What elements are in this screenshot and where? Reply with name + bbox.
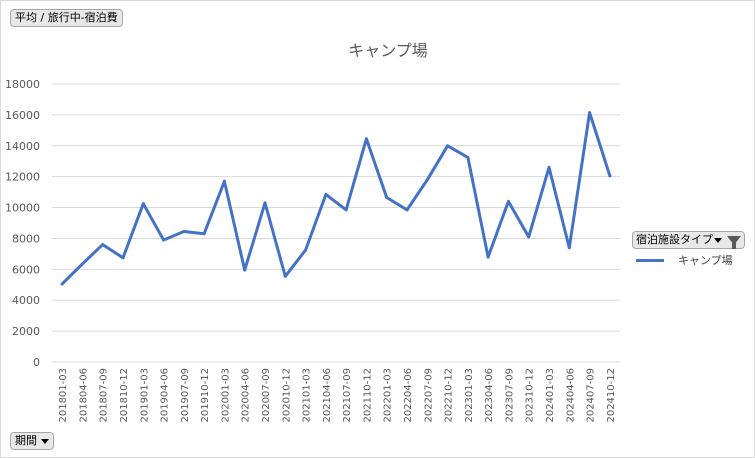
series-layer [60, 111, 612, 286]
x-tick-label: 202201-03 [383, 368, 394, 423]
x-tick-label: 202310-12 [525, 368, 536, 423]
x-tick-label: 202404-06 [565, 368, 576, 423]
data-point [405, 208, 409, 212]
data-point [60, 282, 64, 286]
data-point [506, 199, 510, 203]
data-point [182, 229, 186, 233]
x-tick-label: 202204-06 [403, 368, 414, 423]
y-tick-label: 10000 [5, 202, 40, 215]
data-point [80, 262, 84, 266]
x-tick-label: 201807-09 [99, 368, 110, 423]
measure-field-label: 平均 / 旅行中-宿泊費 [15, 11, 118, 24]
data-point [121, 256, 125, 260]
x-tick-label: 202007-09 [261, 368, 272, 423]
x-tick-label: 202101-03 [302, 368, 313, 423]
legend-line-swatch [636, 258, 664, 262]
x-axis-ticks: 201801-03 201804-06 201807-09 201810-12 2019… [58, 368, 617, 423]
data-point [101, 243, 105, 247]
x-tick-label: 201910-12 [200, 368, 211, 423]
x-tick-label: 202301-03 [464, 368, 475, 423]
data-point [608, 174, 612, 178]
legend-series-label: キャンプ場 [678, 254, 733, 267]
x-tick-label: 201907-09 [180, 368, 191, 423]
dropdown-arrow-icon [41, 438, 49, 444]
x-tick-label: 202304-06 [484, 368, 495, 423]
x-tick-label: 201901-03 [139, 368, 150, 423]
x-tick-label: 202407-09 [586, 368, 597, 423]
series-line [60, 111, 612, 286]
data-point [141, 202, 145, 206]
x-tick-label: 201810-12 [119, 368, 130, 423]
data-point [304, 248, 308, 252]
data-point [547, 165, 551, 169]
x-tick-label: 201804-06 [78, 368, 89, 423]
x-tick-label: 201904-06 [160, 368, 171, 423]
data-point [364, 137, 368, 141]
x-tick-label: 202104-06 [322, 368, 333, 423]
data-point [527, 235, 531, 239]
y-axis-ticks: 0 2000 4000 6000 8000 10000 12000 14000 16000 180… [5, 78, 40, 369]
dropdown-arrow-icon [714, 237, 722, 243]
data-point [162, 238, 166, 242]
y-tick-label: 16000 [5, 109, 40, 122]
data-point [446, 144, 450, 148]
y-tick-label: 0 [33, 356, 40, 369]
data-point [263, 201, 267, 205]
y-tick-label: 18000 [5, 78, 40, 91]
measure-field-button[interactable]: 平均 / 旅行中-宿泊費 [10, 9, 123, 27]
x-tick-label: 202307-09 [504, 368, 515, 423]
data-point [283, 274, 287, 278]
x-tick-label: 202107-09 [342, 368, 353, 423]
x-tick-label: 202001-03 [220, 368, 231, 423]
y-tick-label: 12000 [5, 171, 40, 184]
data-point [324, 192, 328, 196]
legend-field-button[interactable]: 宿泊施設タイプ [632, 231, 745, 249]
y-tick-label: 14000 [5, 140, 40, 153]
data-point [567, 246, 571, 250]
data-point [486, 255, 490, 259]
y-tick-label: 6000 [12, 263, 40, 276]
x-tick-label: 202004-06 [241, 368, 252, 423]
x-tick-label: 202207-09 [423, 368, 434, 423]
x-tick-label: 201801-03 [58, 368, 69, 423]
legend-field-label: 宿泊施設タイプ [636, 233, 713, 246]
data-point [202, 232, 206, 236]
y-tick-label: 8000 [12, 232, 40, 245]
filter-icon [727, 235, 741, 249]
data-point [385, 196, 389, 200]
data-point [243, 268, 247, 272]
data-point [222, 179, 226, 183]
data-point [425, 178, 429, 182]
period-field-button[interactable]: 期間 [10, 432, 54, 450]
x-tick-label: 202210-12 [444, 368, 455, 423]
data-point [344, 208, 348, 212]
x-tick-label: 202401-03 [545, 368, 556, 423]
data-point [466, 155, 470, 159]
legend-entry: キャンプ場 [636, 252, 733, 268]
x-tick-label: 202010-12 [281, 368, 292, 423]
x-tick-label: 202410-12 [606, 368, 617, 423]
x-tick-label: 202110-12 [362, 368, 373, 423]
y-tick-label: 2000 [12, 325, 40, 338]
period-field-label: 期間 [15, 434, 37, 447]
data-point [588, 111, 592, 115]
chart-title: キャンプ場 [348, 41, 428, 60]
y-tick-label: 4000 [12, 294, 40, 307]
